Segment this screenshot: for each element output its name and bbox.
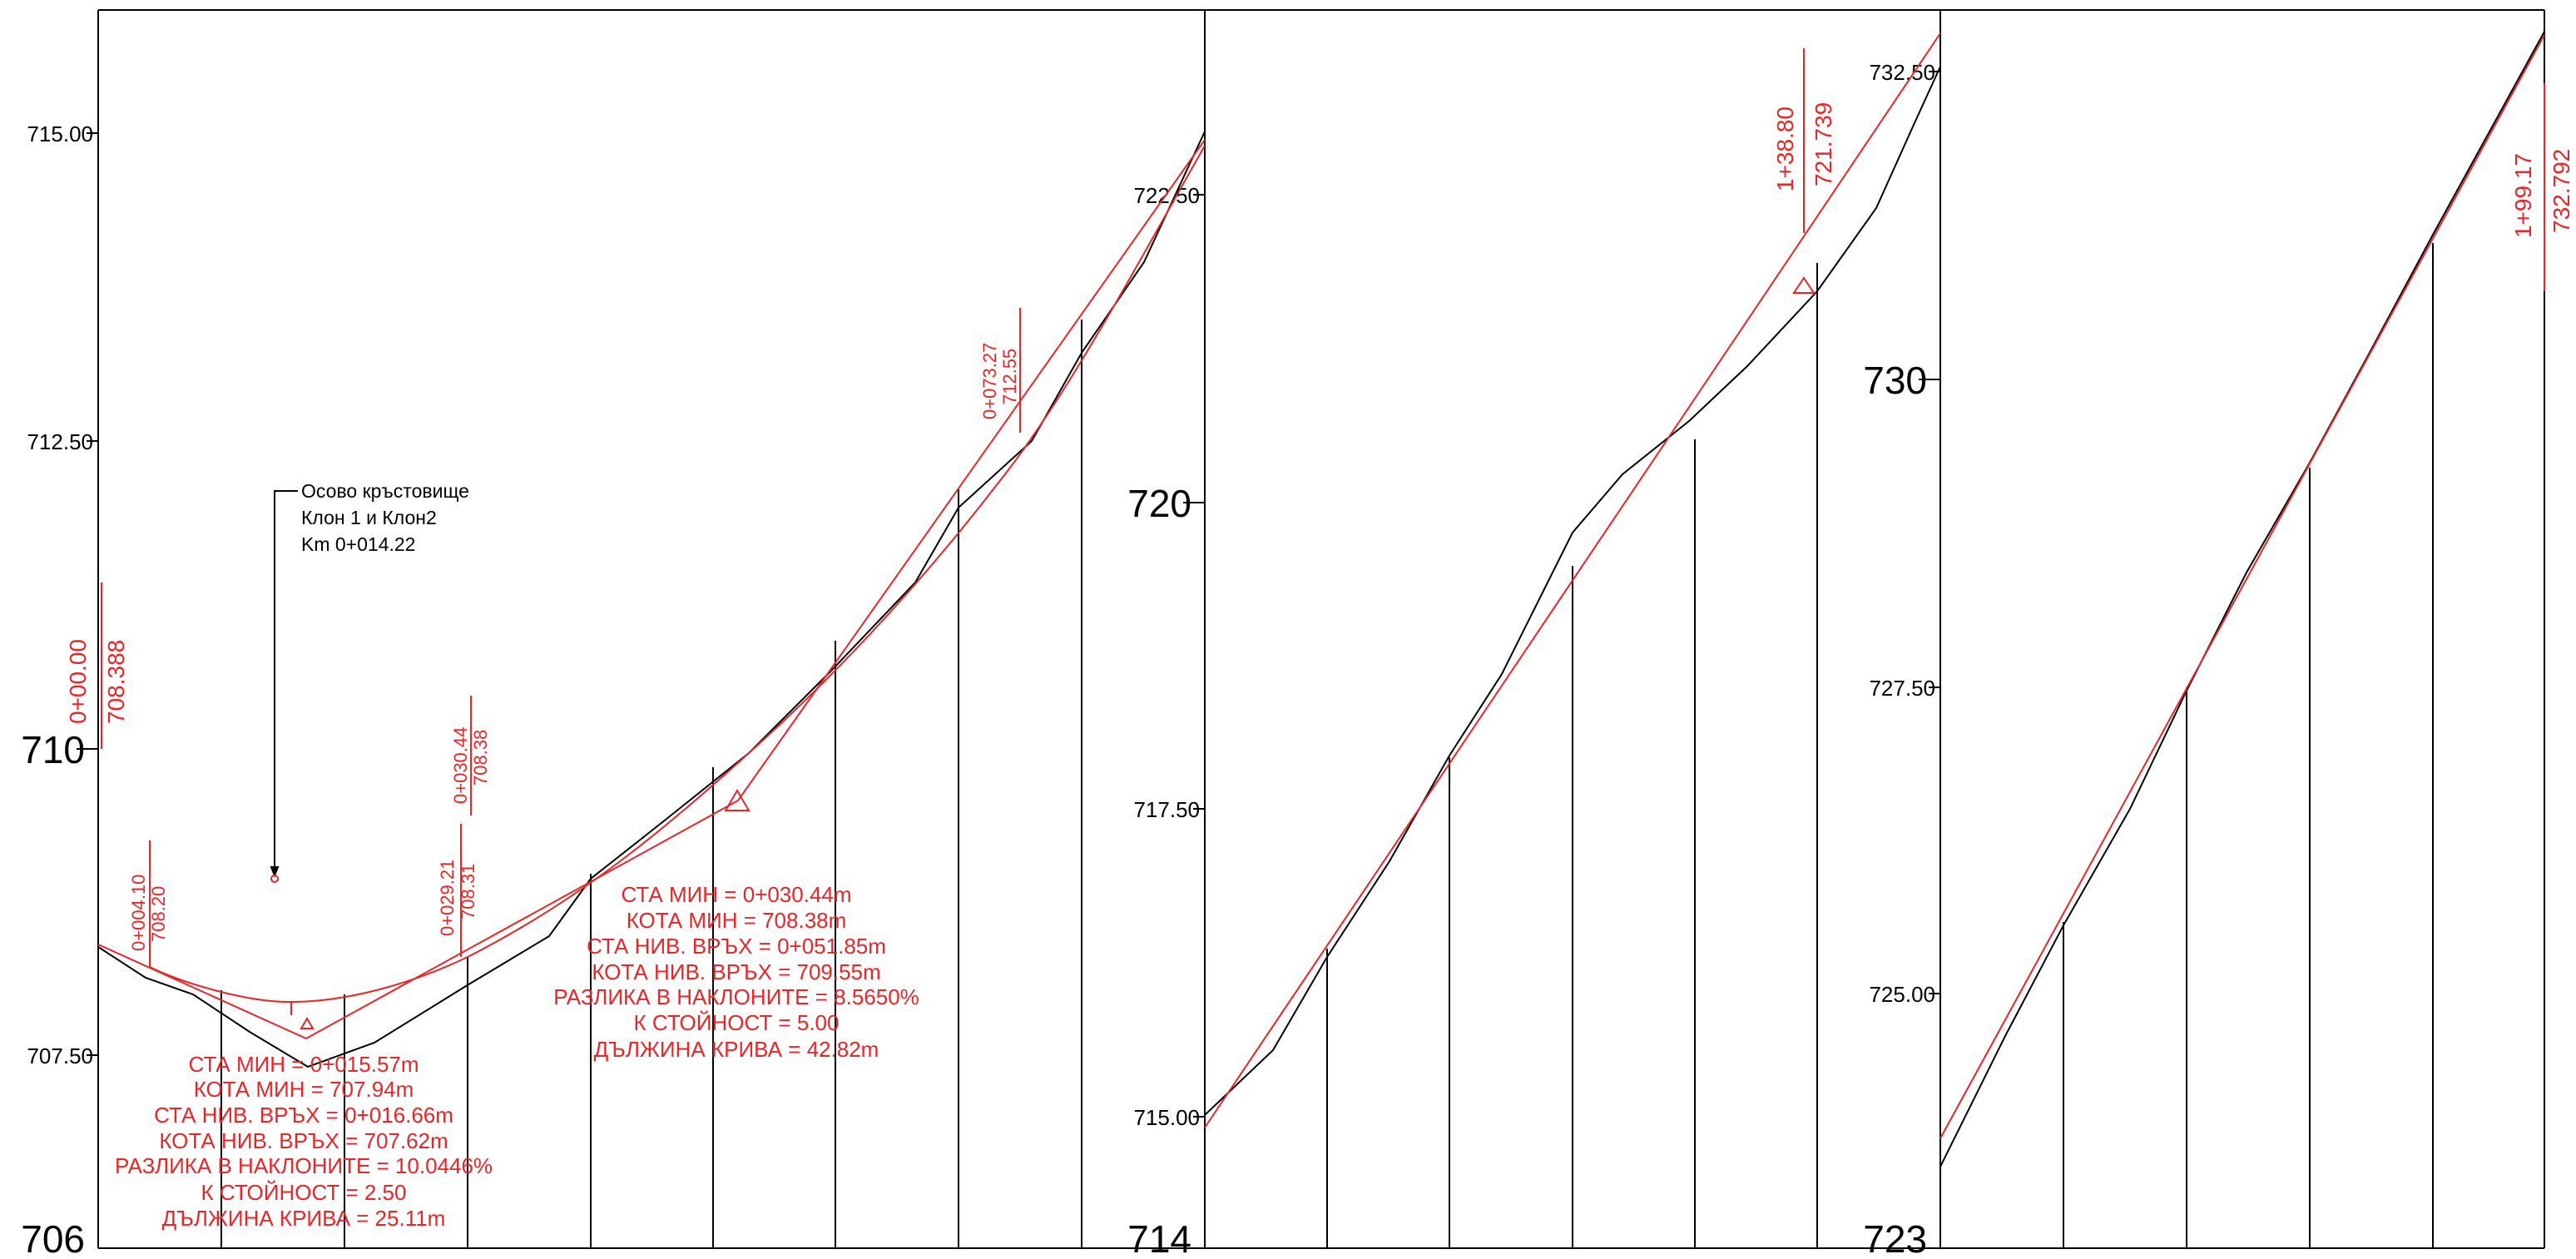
station-label: 0+00.00 [65,639,91,724]
station-label: 0+073.27 [979,343,1000,419]
curve-1-line: ДЪЛЖИНА КРИВА = 25.11m [162,1206,446,1231]
curve-1-line: РАЗЛИКА В НАКЛОНИТЕ = 10.0446% [115,1153,493,1178]
station-label: 1+38.80 [1772,107,1798,191]
y-labels: 715.00 712.50 710 707.50 706 722.50 720 … [21,60,1935,1259]
vertical-curve-1 [149,956,468,1004]
station-label: 708.31 [458,864,478,919]
curve-2-line: СТА МИН = 0+030.44m [621,882,851,907]
note-leader [274,490,298,874]
panel-frames [97,9,2545,1249]
y-label: 730 [1863,359,1927,402]
y-label: 723 [1863,1217,1927,1259]
y-label: 720 [1127,482,1191,525]
curve-2-line: СТА НИВ. ВРЪХ = 0+051.85m [587,934,886,959]
design-line-panel3 [1939,34,2545,1139]
curve-2-line: ДЪЛЖИНА КРИВА = 42.82m [594,1037,879,1062]
pvi-triangle-3 [1792,276,1816,294]
pvi-markers [290,276,1816,1029]
curve-1-line: СТА МИН = 0+015.57m [188,1052,419,1077]
station-label: 708.20 [148,886,169,942]
station-label: 712.55 [999,349,1020,404]
design-profile [97,32,2545,1139]
curve-1-info: СТА МИН = 0+015.57m КОТА МИН = 707.94m С… [115,1052,493,1231]
curve-2-line: К СТОЙНОСТ = 5.00 [634,1010,840,1035]
y-label: 707.50 [27,1043,93,1068]
note-point [270,875,279,883]
station-label: 1+99.17 [2510,153,2536,238]
ground-profile [97,31,2545,1167]
station-label: 732.792 [2549,149,2574,233]
station-label-lines [101,48,2545,967]
curve-1-line: К СТОЙНОСТ = 2.50 [201,1180,407,1205]
y-label: 732.50 [1869,60,1935,85]
curve-1-line: КОТА НИВ. ВРЪХ = 707.62m [159,1128,448,1153]
y-label: 722.50 [1133,183,1200,208]
y-label: 714 [1127,1217,1191,1259]
station-label: 0+004.10 [128,875,149,951]
curve-2-info: СТА МИН = 0+030.44m КОТА МИН = 708.38m С… [553,882,919,1062]
pvi-triangle-2 [724,789,751,811]
station-verticals [220,243,2434,1248]
station-label: 708.38 [470,730,491,786]
y-label: 710 [21,728,85,771]
y-ticks [77,71,1940,1118]
ground-line-panel2 [1204,66,1941,1116]
design-line-panel2 [1204,32,1941,1128]
note-line: Клон 1 и Клон2 [301,507,437,528]
y-label: 717.50 [1133,797,1200,822]
note-leader-arrow [270,866,280,878]
station-label: 0+029.21 [437,860,458,936]
y-label: 727.50 [1869,676,1935,701]
y-label: 706 [21,1217,85,1259]
station-label: 708.388 [103,640,129,724]
intersection-note [270,490,298,878]
vertical-curve-2 [467,145,1206,958]
curve-1-line: КОТА МИН = 707.94m [194,1077,414,1102]
y-label: 725.00 [1869,982,1935,1007]
design-grade-line [97,139,1206,1040]
pvi-triangle-1 [300,1017,315,1029]
y-label: 712.50 [27,429,93,454]
station-label: 0+030.44 [450,727,471,804]
curve-2-line: КОТА НИВ. ВРЪХ = 709.55m [592,959,880,984]
station-labels: 0+00.00 708.388 0+004.10 708.20 0+029.21… [65,102,2574,951]
station-label: 721.739 [1811,102,1836,186]
ground-line-panel3 [1939,31,2545,1167]
curve-2-line: КОТА МИН = 708.38m [627,908,847,933]
note-line: Осово кръстовище [301,480,469,502]
curve-1-line: СТА НИВ. ВРЪХ = 0+016.66m [154,1103,453,1128]
y-label: 715.00 [1133,1105,1200,1130]
note-line: Km 0+014.22 [301,533,415,555]
note-text: Осово кръстовище Клон 1 и Клон2 Km 0+014… [301,480,469,555]
curve-2-line: РАЗЛИКА В НАКЛОНИТЕ = 8.5650% [553,984,919,1009]
y-label: 715.00 [27,121,93,146]
